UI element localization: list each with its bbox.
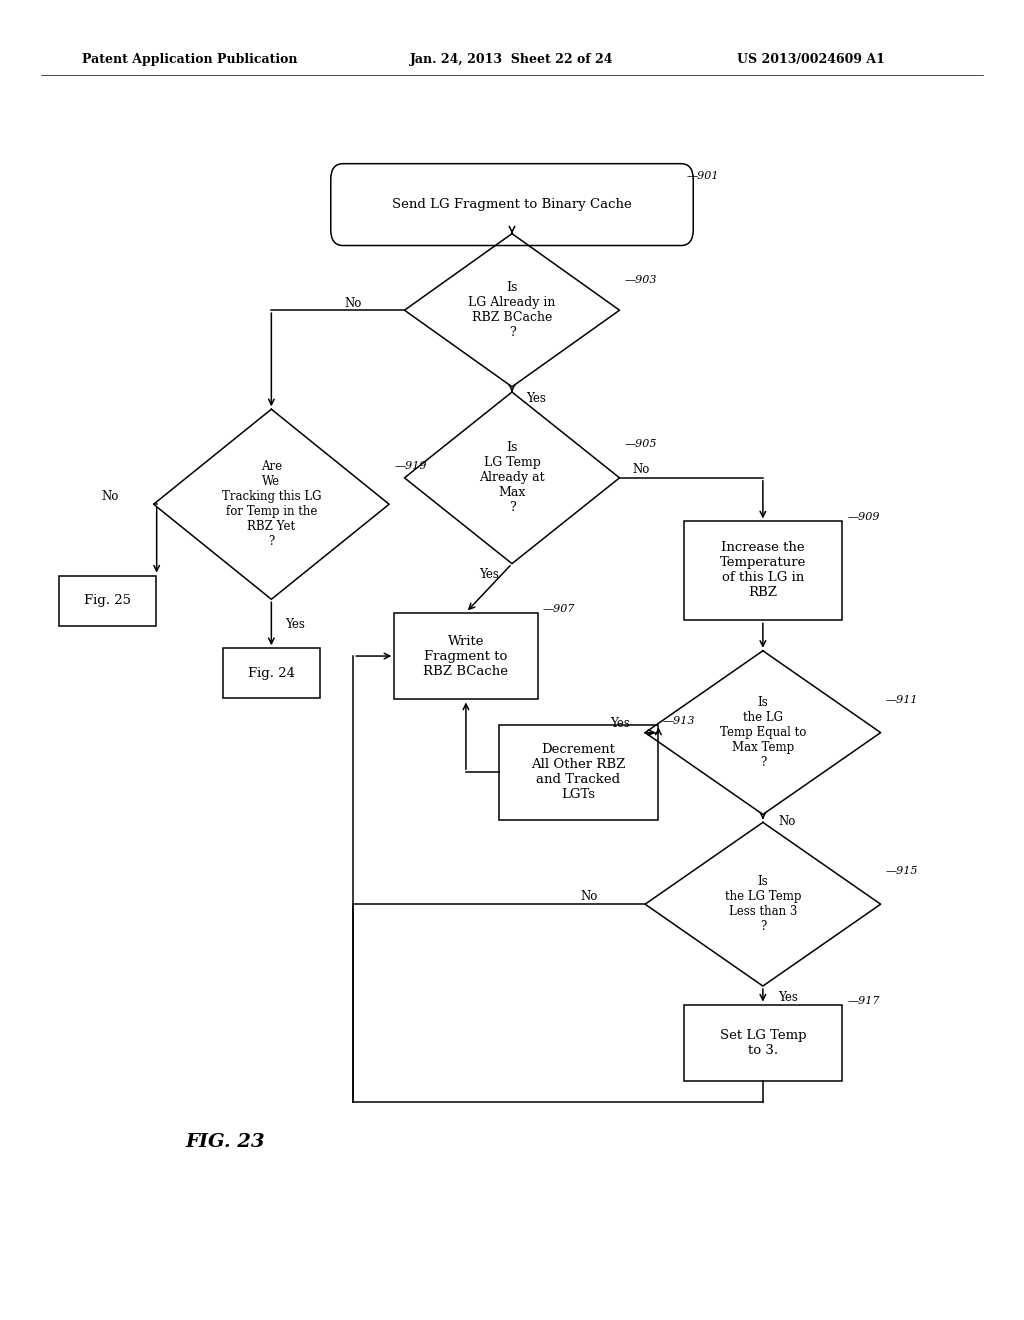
Text: FIG. 23: FIG. 23 (185, 1133, 265, 1151)
Text: —901: —901 (686, 170, 719, 181)
Text: Send LG Fragment to Binary Cache: Send LG Fragment to Binary Cache (392, 198, 632, 211)
Text: Is
the LG Temp
Less than 3
?: Is the LG Temp Less than 3 ? (725, 875, 801, 933)
Polygon shape (645, 651, 881, 814)
Text: Is
the LG
Temp Equal to
Max Temp
?: Is the LG Temp Equal to Max Temp ? (720, 696, 806, 770)
Text: No: No (345, 297, 361, 310)
Polygon shape (404, 234, 620, 387)
Text: —915: —915 (886, 866, 919, 876)
Text: —919: —919 (394, 461, 427, 471)
FancyBboxPatch shape (331, 164, 693, 246)
Text: Increase the
Temperature
of this LG in
RBZ: Increase the Temperature of this LG in R… (720, 541, 806, 599)
Bar (499, 725, 657, 820)
Text: Decrement
All Other RBZ
and Tracked
LGTs: Decrement All Other RBZ and Tracked LGTs (531, 743, 626, 801)
Text: —913: —913 (664, 715, 695, 726)
Bar (684, 1005, 842, 1081)
Text: Yes: Yes (610, 717, 630, 730)
Text: —903: —903 (625, 275, 657, 285)
Text: —907: —907 (543, 605, 575, 614)
Bar (394, 612, 538, 700)
Text: Is
LG Already in
RBZ BCache
?: Is LG Already in RBZ BCache ? (468, 281, 556, 339)
Text: No: No (778, 814, 796, 828)
Bar (58, 576, 156, 626)
Text: Set LG Temp
to 3.: Set LG Temp to 3. (720, 1028, 806, 1057)
Text: Fig. 25: Fig. 25 (84, 594, 131, 607)
Bar (223, 648, 319, 698)
Text: Is
LG Temp
Already at
Max
?: Is LG Temp Already at Max ? (479, 441, 545, 515)
Text: Yes: Yes (479, 568, 499, 581)
Polygon shape (154, 409, 389, 599)
Polygon shape (645, 822, 881, 986)
Text: Write
Fragment to
RBZ BCache: Write Fragment to RBZ BCache (423, 635, 509, 677)
Text: US 2013/0024609 A1: US 2013/0024609 A1 (737, 53, 885, 66)
Text: Are
We
Tracking this LG
for Temp in the
RBZ Yet
?: Are We Tracking this LG for Temp in the … (221, 461, 322, 548)
Text: Jan. 24, 2013  Sheet 22 of 24: Jan. 24, 2013 Sheet 22 of 24 (410, 53, 613, 66)
Text: Patent Application Publication: Patent Application Publication (82, 53, 297, 66)
Text: No: No (581, 890, 597, 903)
Text: Yes: Yes (778, 991, 798, 1005)
Text: Yes: Yes (526, 392, 546, 405)
Text: —909: —909 (848, 512, 880, 521)
Text: Fig. 24: Fig. 24 (248, 667, 295, 680)
Text: —905: —905 (625, 438, 657, 449)
Text: —917: —917 (848, 995, 880, 1006)
Bar (684, 520, 842, 620)
Polygon shape (404, 392, 620, 564)
Text: Yes: Yes (285, 618, 304, 631)
Text: —911: —911 (886, 694, 919, 705)
Text: No: No (102, 490, 119, 503)
Text: No: No (633, 463, 650, 477)
